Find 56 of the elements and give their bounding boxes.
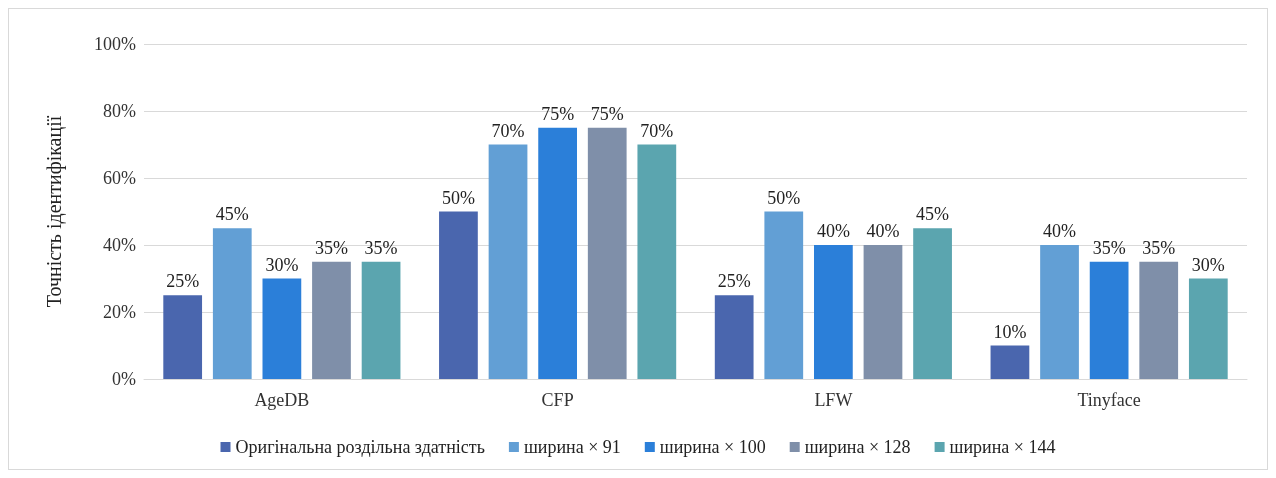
data-label: 40%	[1043, 221, 1077, 241]
data-label: 25%	[717, 271, 751, 292]
data-label: 45%	[215, 204, 249, 225]
x-tick-label: LFW	[814, 390, 853, 410]
data-label: 70%	[640, 120, 674, 141]
x-tick-label: CFP	[541, 390, 574, 410]
data-label: 35%	[1092, 237, 1126, 258]
bar	[587, 127, 627, 379]
x-tick-label: AgeDB	[254, 390, 310, 410]
data-label: 75%	[541, 103, 575, 124]
legend-label: ширина × 91	[523, 437, 621, 457]
data-label: 25%	[166, 271, 200, 292]
bar	[1089, 261, 1129, 379]
data-label: 70%	[491, 120, 525, 141]
data-label: 35%	[1142, 237, 1176, 258]
y-tick-label: 100%	[94, 34, 136, 54]
bar	[814, 245, 853, 379]
legend-label: ширина × 144	[949, 437, 1056, 457]
bar	[262, 278, 302, 379]
data-label: 30%	[265, 254, 299, 275]
data-label: 75%	[590, 103, 624, 124]
y-tick-label: 80%	[103, 101, 136, 121]
y-tick-label: 40%	[103, 235, 136, 255]
data-label: 50%	[441, 187, 475, 208]
bar	[439, 211, 478, 379]
bar	[1139, 261, 1179, 379]
bar	[863, 245, 903, 379]
bar	[1040, 245, 1079, 379]
bar	[312, 261, 351, 379]
bar	[1188, 278, 1228, 379]
data-label: 35%	[364, 237, 398, 258]
bar	[764, 211, 804, 379]
legend-label: Оригінальна роздільна здатність	[235, 437, 485, 457]
bar	[361, 261, 401, 379]
x-tick-label: Tinyface	[1077, 390, 1141, 410]
data-label: 40%	[866, 221, 900, 241]
bar	[913, 228, 952, 379]
bar	[163, 295, 203, 379]
data-label: 45%	[916, 204, 950, 225]
legend-label: ширина × 128	[804, 437, 911, 457]
bar	[637, 144, 677, 379]
y-tick-label: 20%	[103, 302, 136, 322]
legend-label: ширина × 100	[659, 437, 766, 457]
bar	[488, 144, 528, 379]
y-axis-title: Точність ідентифікації	[43, 115, 66, 308]
data-label: 50%	[767, 187, 801, 208]
y-tick-label: 0%	[112, 369, 136, 389]
bar	[990, 345, 1030, 379]
bar	[538, 127, 577, 379]
y-tick-label: 60%	[103, 168, 136, 188]
data-label: 30%	[1191, 254, 1225, 275]
bar	[714, 295, 754, 379]
data-label: 35%	[314, 237, 348, 258]
data-label: 40%	[816, 221, 850, 241]
data-label: 10%	[993, 321, 1027, 342]
bar	[212, 228, 252, 379]
